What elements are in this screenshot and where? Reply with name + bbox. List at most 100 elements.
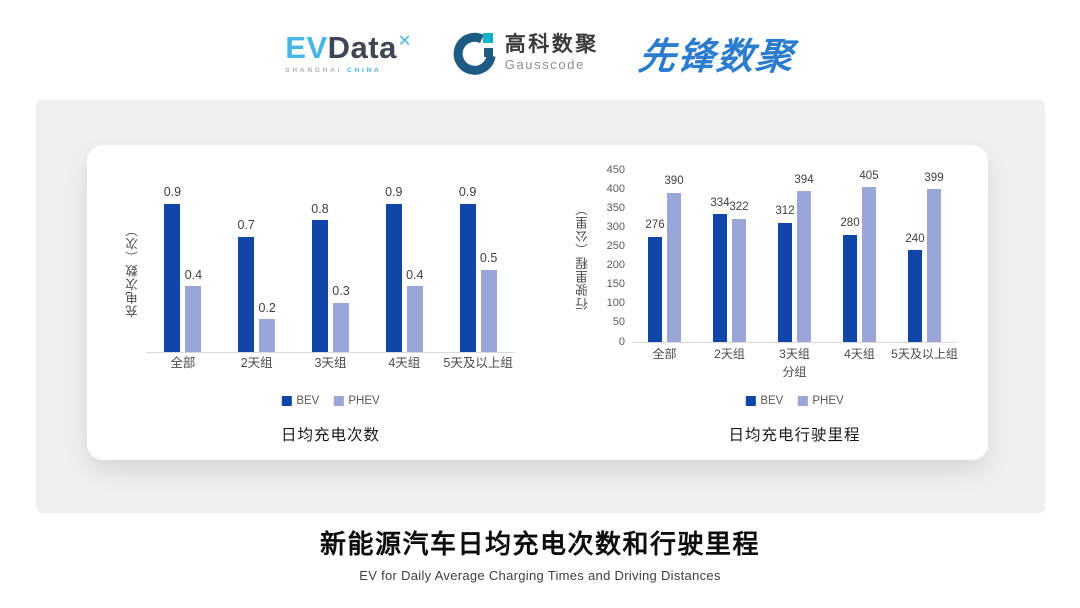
y-tick-label: 350 (606, 201, 625, 214)
bar-phev (259, 319, 276, 352)
y-tick-label: 200 (606, 259, 625, 272)
y-tick-label: 100 (606, 297, 625, 310)
bar-phev (406, 286, 423, 352)
category-label: 5天及以上组 (891, 347, 958, 361)
evdata-logo: EVData✕ SHANGHAI CHINA (285, 32, 411, 74)
main-subtitle: EV for Daily Average Charging Times and … (359, 568, 721, 583)
bar-value-label: 0.9 (385, 185, 403, 199)
charts-card: 充电次数（次） 0.9 0.4 全部 0.7 0.2 2天组 0.8 0.3 3天组 0.9 0.4 4… (87, 145, 988, 460)
bar-phev (185, 286, 202, 352)
y-tick-label: 300 (606, 220, 625, 233)
gausscode-english-text: Gausscode (504, 57, 585, 73)
category-label: 4天组 (844, 347, 875, 361)
bar-bev (459, 203, 476, 352)
evdata-data-text: Data (327, 30, 397, 65)
legend-item: BEV (281, 395, 319, 407)
bar-value-label: 280 (840, 217, 860, 230)
y-tick-label: 250 (606, 239, 625, 252)
bar-value-label: 322 (729, 201, 749, 214)
legend-swatch-phev (797, 396, 808, 406)
bar-value-label: 390 (664, 175, 684, 188)
footer: 新能源汽车日均充电次数和行驶里程 EV for Daily Average Ch… (0, 524, 1080, 583)
bar-value-label: 0.5 (479, 251, 498, 265)
legend-swatch-bev (745, 396, 756, 406)
bar-value-label: 0.3 (332, 284, 350, 298)
bar-value-label: 394 (794, 173, 814, 186)
category-label: 5天及以上组 (443, 356, 513, 370)
legend-label: BEV (296, 395, 320, 407)
y-tick-label: 450 (606, 163, 625, 176)
chart-title: 日均充电次数 (280, 427, 381, 444)
bar-bev (385, 203, 402, 352)
bar-bev (312, 220, 328, 352)
legend-item: PHEV (797, 395, 844, 407)
y-tick-label: 50 (612, 316, 625, 329)
bar-phev (333, 302, 349, 352)
bar-bev (778, 222, 792, 342)
bar-value-label: 399 (924, 171, 944, 184)
bar-value-label: 240 (905, 232, 925, 245)
bar-value-label: 0.9 (163, 185, 182, 199)
bar-bev (164, 203, 181, 352)
legend-swatch-bev (281, 396, 292, 406)
category-label: 3天组 (779, 347, 810, 361)
gausscode-chinese-text: 高科数聚 (504, 32, 599, 56)
legend-swatch-phev (333, 396, 344, 406)
category-label: 3天组 (314, 356, 347, 370)
evdata-shanghai-text: SHANGHAI (285, 67, 343, 74)
legend-label: PHEV (812, 395, 844, 407)
bar-bev (713, 214, 727, 342)
bar-phev (667, 192, 681, 342)
bar-value-label: 0.4 (406, 267, 424, 282)
bar-value-label: 0.8 (311, 201, 329, 216)
legend-item: PHEV (333, 395, 380, 407)
category-label: 全部 (652, 347, 677, 361)
legend-item: BEV (745, 395, 783, 407)
header-logos: EVData✕ SHANGHAI CHINA 高科数聚 Gausscode 先锋… (0, 14, 1080, 92)
chart-daily-charging-times: 充电次数（次） 0.9 0.4 全部 0.7 0.2 2天组 0.8 0.3 3天组 0.9 0.4 4… (87, 145, 988, 460)
y-tick-label: 150 (606, 278, 625, 291)
sparkle-x-icon: ✕ (397, 33, 412, 50)
category-label: 2天组 (714, 347, 745, 361)
bar-value-label: 334 (710, 196, 730, 209)
bar-value-label: 0.4 (184, 267, 203, 282)
category-label: 2天组 (240, 356, 273, 370)
bar-value-label: 312 (775, 205, 795, 218)
category-label: 4天组 (388, 356, 421, 370)
legend-label: PHEV (348, 395, 380, 407)
x-axis-label: 分组 (782, 365, 807, 379)
bar-bev (908, 250, 922, 342)
legend-label: BEV (760, 395, 784, 407)
evdata-china-text: CHINA (346, 67, 382, 74)
bar-value-label: 276 (645, 219, 665, 231)
bar-bev (843, 234, 857, 342)
bar-phev (862, 187, 876, 342)
bar-phev (732, 218, 746, 342)
evdata-wordmark: EVData✕ (285, 32, 411, 63)
x-axis-line (632, 342, 957, 343)
y-axis-label: 行驶里程（公里） (576, 202, 590, 310)
bar-value-label: 0.7 (237, 218, 255, 232)
chart-title: 日均充电行驶里程 (728, 427, 861, 444)
bar-value-label: 0.9 (458, 185, 477, 199)
gausscode-g-icon (453, 32, 496, 75)
y-tick-label: 400 (606, 182, 625, 195)
evdata-subtitle: SHANGHAI CHINA (285, 67, 411, 74)
bar-value-label: 405 (859, 169, 879, 182)
pioneer-logo: 先锋数聚 (636, 36, 797, 77)
bar-phev (927, 189, 941, 342)
bar-value-label: 0.2 (258, 300, 276, 315)
chart-daily-driving-distance: 行驶里程（公里） 450 400 350 300 250 200 150 100 50 0 276 39… (87, 145, 988, 460)
legend: BEV PHEV (745, 395, 844, 407)
bar-phev (480, 269, 497, 352)
gausscode-wordmark: 高科数聚 Gausscode (504, 32, 599, 73)
legend: BEV PHEV (281, 395, 380, 407)
bar-phev (797, 191, 811, 342)
bar-bev (238, 236, 255, 352)
bar-bev (648, 236, 662, 342)
y-tick-label: 0 (618, 335, 625, 348)
evdata-ev-text: EV (285, 30, 328, 65)
brand-panel: 充电次数（次） 0.9 0.4 全部 0.7 0.2 2天组 0.8 0.3 3天组 0.9 0.4 4… (36, 100, 1045, 513)
gausscode-logo: 高科数聚 Gausscode (452, 31, 599, 75)
